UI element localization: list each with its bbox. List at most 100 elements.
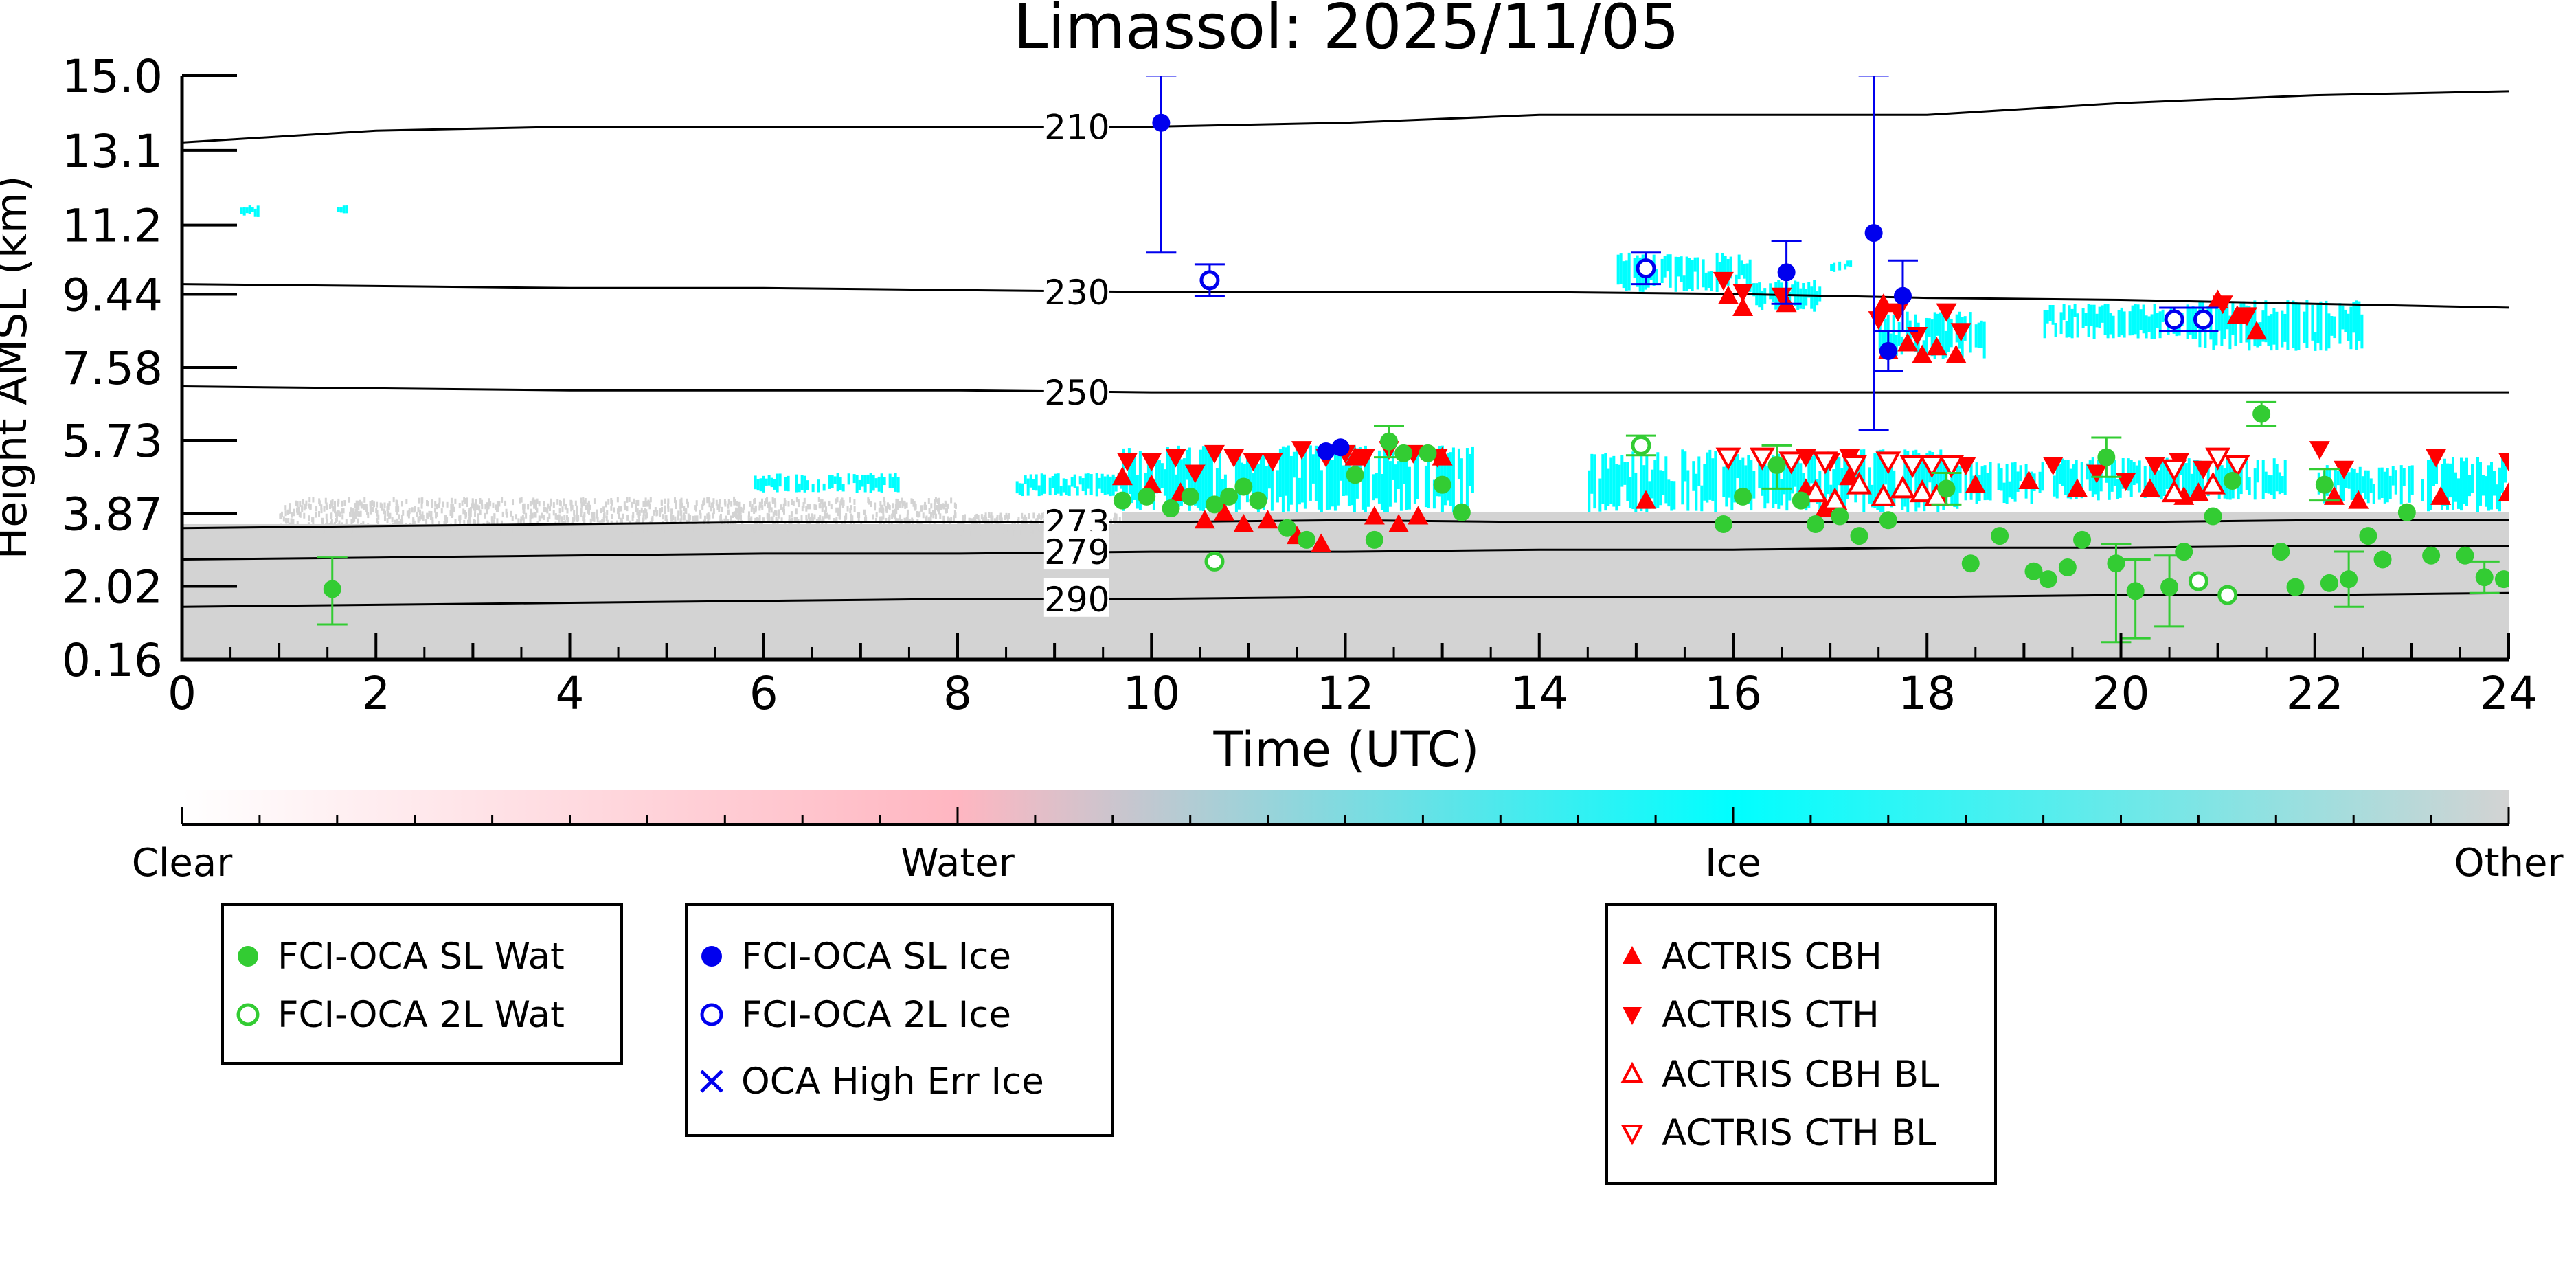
y-tick-label: 13.1 bbox=[62, 125, 163, 178]
data-point bbox=[1873, 293, 1894, 313]
data-point bbox=[2286, 578, 2305, 596]
data-point bbox=[1257, 510, 1278, 529]
data-point bbox=[1955, 457, 1976, 476]
data-point bbox=[2188, 571, 2208, 591]
data-point bbox=[1812, 451, 1838, 475]
blue-filled-circle-icon bbox=[701, 946, 722, 967]
data-point bbox=[1778, 451, 1805, 475]
ice-phase-patch bbox=[1830, 260, 1853, 272]
legend-label: ACTRIS CBH bbox=[1662, 935, 1882, 978]
x-tick-label: 4 bbox=[556, 667, 585, 720]
series-actris-cth-bl bbox=[1715, 447, 2250, 482]
data-point bbox=[2223, 471, 2241, 490]
data-point bbox=[1777, 263, 1796, 282]
data-point bbox=[2161, 479, 2187, 503]
data-point bbox=[2224, 455, 2250, 479]
data-point bbox=[2200, 471, 2226, 495]
ice-phase-patch bbox=[240, 205, 260, 217]
data-point bbox=[2175, 543, 2193, 561]
data-point bbox=[2422, 546, 2441, 565]
data-point bbox=[1936, 303, 1957, 322]
data-point bbox=[1365, 530, 1383, 549]
y-tick-label: 11.2 bbox=[62, 200, 163, 253]
data-point bbox=[1792, 491, 1810, 510]
colorbar-label: Ice bbox=[1705, 841, 1761, 885]
data-point bbox=[1165, 449, 1186, 468]
data-point bbox=[1893, 286, 1912, 305]
data-point bbox=[1937, 479, 1956, 498]
data-point bbox=[1278, 519, 1296, 537]
series-fci-oca-2l-ice bbox=[1194, 251, 2219, 332]
data-point bbox=[2334, 460, 2355, 479]
red-triangle-down-icon bbox=[1623, 1007, 1642, 1025]
data-point bbox=[2217, 585, 2238, 605]
blue-x-icon bbox=[700, 1070, 723, 1093]
data-point bbox=[2039, 570, 2057, 589]
isotherm-label: 290 bbox=[1044, 580, 1109, 620]
data-point bbox=[1831, 507, 1849, 526]
error-bar bbox=[1146, 76, 1177, 254]
data-point bbox=[1317, 442, 1335, 461]
series-fci-oca-sl-wat bbox=[317, 400, 2509, 644]
x-axis-ticks: 0 2 4 6 8 10 12 14 16 18 20 22 24 bbox=[168, 633, 2538, 720]
data-point bbox=[2373, 550, 2392, 569]
data-point bbox=[1346, 466, 1364, 484]
data-point bbox=[1636, 258, 1656, 279]
data-point bbox=[2272, 543, 2290, 561]
x-tick-label: 10 bbox=[1122, 667, 1180, 720]
isotherm-label: 210 bbox=[1044, 107, 1109, 147]
legend-label: OCA High Err Ice bbox=[741, 1060, 1044, 1103]
data-point bbox=[1344, 447, 1366, 466]
green-open-circle-icon bbox=[236, 1003, 260, 1026]
blue-open-circle-icon bbox=[700, 1003, 723, 1026]
legend-actris: ACTRIS CBH ACTRIS CTH ACTRIS CBH BL ACTR… bbox=[1605, 903, 1997, 1185]
data-point bbox=[2397, 503, 2416, 521]
colorbar-label: Other bbox=[2454, 841, 2564, 885]
x-tick-label: 6 bbox=[749, 667, 778, 720]
data-point bbox=[1181, 487, 1199, 506]
other-phase-band bbox=[182, 523, 1122, 659]
data-point bbox=[2236, 307, 2257, 326]
data-point bbox=[1890, 475, 1916, 499]
data-point bbox=[1199, 270, 1220, 291]
data-point bbox=[2086, 464, 2108, 484]
isotherm-line bbox=[182, 385, 2509, 394]
data-point bbox=[1879, 511, 1897, 530]
x-tick-label: 22 bbox=[2286, 667, 2344, 720]
x-tick-label: 16 bbox=[1704, 667, 1762, 720]
legend-label: ACTRIS CBH BL bbox=[1662, 1053, 1939, 1096]
data-point bbox=[1749, 447, 1775, 471]
legend-item-cbh: ACTRIS CBH bbox=[1608, 932, 1882, 980]
data-point bbox=[1194, 510, 1215, 529]
data-point bbox=[1939, 455, 1964, 479]
data-point bbox=[1388, 513, 1410, 532]
data-point bbox=[2024, 562, 2043, 580]
data-point bbox=[2246, 321, 2268, 340]
isotherm-line bbox=[182, 90, 2509, 144]
legend-item-sl-ice: FCI-OCA SL Ice bbox=[688, 932, 1011, 980]
data-point bbox=[2320, 574, 2338, 592]
data-point bbox=[1961, 554, 1980, 573]
red-triangle-up-icon bbox=[1623, 946, 1642, 964]
data-point bbox=[2188, 482, 2209, 501]
data-point bbox=[2475, 568, 2494, 587]
data-point bbox=[1717, 285, 1739, 304]
data-point bbox=[2309, 441, 2330, 460]
data-point bbox=[1262, 453, 1283, 472]
legend-ice: FCI-OCA SL Ice FCI-OCA 2L Ice OCA High E… bbox=[685, 903, 1114, 1137]
data-point bbox=[2204, 507, 2222, 526]
isotherm-label: 279 bbox=[1044, 532, 1109, 572]
data-point bbox=[1433, 475, 1451, 494]
data-point bbox=[2164, 309, 2184, 330]
data-point bbox=[1291, 441, 1312, 460]
data-point bbox=[1879, 341, 1897, 360]
data-point bbox=[1991, 527, 2009, 545]
legend-label: FCI-OCA SL Wat bbox=[278, 935, 565, 978]
isotherm-label-bg bbox=[1043, 271, 1109, 310]
data-point bbox=[2193, 460, 2214, 479]
data-point bbox=[1298, 530, 1316, 549]
legend-item-cth: ACTRIS CTH bbox=[1608, 991, 1879, 1039]
data-point bbox=[1138, 487, 1156, 506]
y-tick-label: 0.16 bbox=[62, 634, 163, 687]
